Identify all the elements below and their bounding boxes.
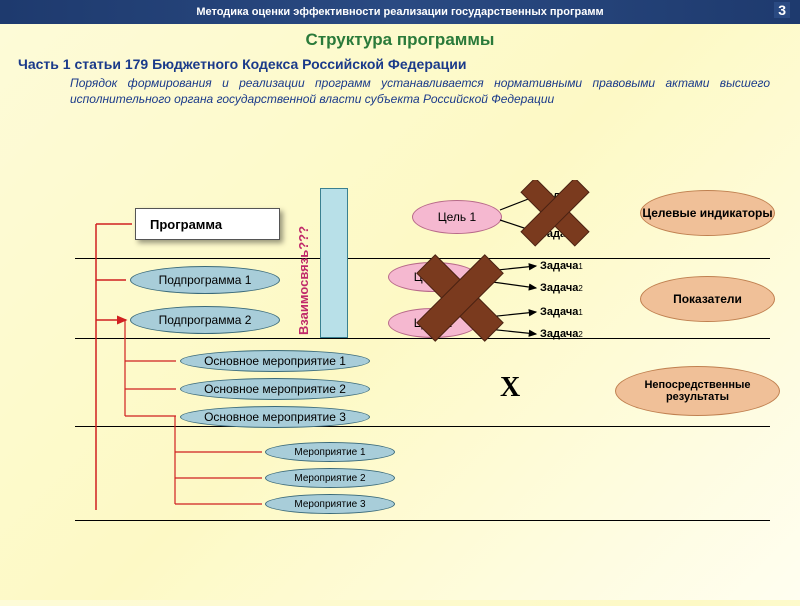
results: Непосредственные результаты: [615, 366, 780, 416]
main-title: Структура программы: [0, 30, 800, 50]
diagram-area: Программа Подпрограмма 1 Подпрограмма 2 …: [0, 180, 800, 600]
event-1: Основное мероприятие 1: [180, 350, 370, 372]
program-box: Программа: [135, 208, 280, 240]
interrelation-box: [320, 188, 348, 338]
hline-2: [75, 338, 770, 339]
hline-3: [75, 426, 770, 427]
interrelation-label: Взаимосвязь???: [296, 195, 311, 335]
goal-2: Цель 2: [388, 308, 478, 338]
header-bar: Методика оценки эффективности реализации…: [0, 0, 800, 24]
hline-1: [75, 258, 770, 259]
description: Порядок формирования и реализации програ…: [70, 76, 770, 107]
subprog-2: Подпрограмма 2: [130, 306, 280, 334]
goal-1: Цель 1: [412, 200, 502, 234]
task-1: Задача1: [540, 190, 583, 202]
act-3: Мероприятие 3: [265, 494, 395, 514]
event-3: Основное мероприятие 3: [180, 406, 370, 428]
task-3: Задача1: [540, 260, 583, 272]
header-title: Методика оценки эффективности реализации…: [196, 6, 603, 18]
subtitle: Часть 1 статьи 179 Бюджетного Кодекса Ро…: [18, 56, 800, 72]
task-2: Задача2: [540, 228, 583, 240]
act-1: Мероприятие 1: [265, 442, 395, 462]
task-6: Задача2: [540, 328, 583, 340]
goal-1b: Цель 1: [388, 262, 478, 292]
slide-content: Структура программы Часть 1 статьи 179 Б…: [0, 30, 800, 606]
event-2: Основное мероприятие 2: [180, 378, 370, 400]
subprog-1: Подпрограмма 1: [130, 266, 280, 294]
metrics: Показатели: [640, 276, 775, 322]
big-x: X: [500, 372, 520, 404]
indicators: Целевые индикаторы: [640, 190, 775, 236]
hline-4: [75, 520, 770, 521]
act-2: Мероприятие 2: [265, 468, 395, 488]
page-number: 3: [774, 2, 790, 18]
task-4: Задача2: [540, 282, 583, 294]
task-5: Задача1: [540, 306, 583, 318]
